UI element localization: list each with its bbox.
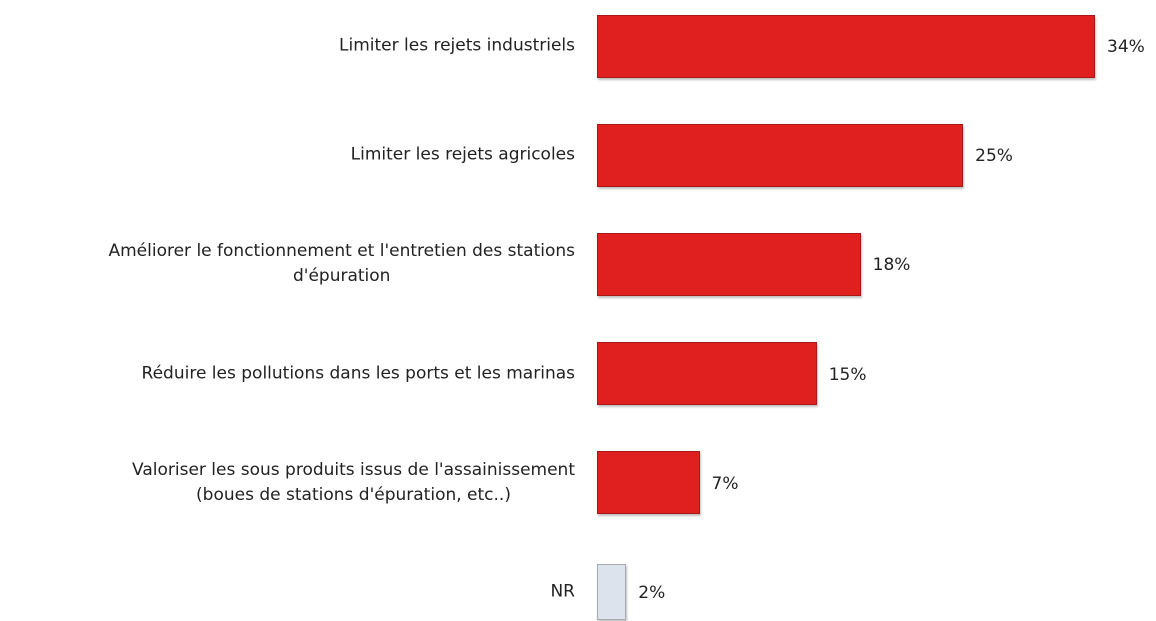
value-label: 2% xyxy=(638,583,666,603)
value-label: 34% xyxy=(1107,37,1145,57)
bar xyxy=(597,123,964,187)
category-label: Limiter les rejets agricoles xyxy=(350,144,575,165)
bar xyxy=(597,342,817,406)
category-label: Réduire les pollutions dans les ports et… xyxy=(141,363,575,384)
bar xyxy=(597,564,627,620)
bar xyxy=(597,14,1095,78)
bar xyxy=(597,451,700,515)
bar xyxy=(597,232,861,296)
value-label: 18% xyxy=(872,255,911,276)
value-label: 25% xyxy=(975,146,1013,167)
category-label: Améliorer le fonctionnement et l'entreti… xyxy=(108,241,575,287)
category-label: Limiter les rejets industriels xyxy=(339,35,575,56)
category-label: Valoriser les sous produits issus de l'a… xyxy=(132,459,575,505)
category-label: NR xyxy=(550,581,575,602)
value-label: 15% xyxy=(828,364,867,385)
value-label: 7% xyxy=(711,473,739,494)
